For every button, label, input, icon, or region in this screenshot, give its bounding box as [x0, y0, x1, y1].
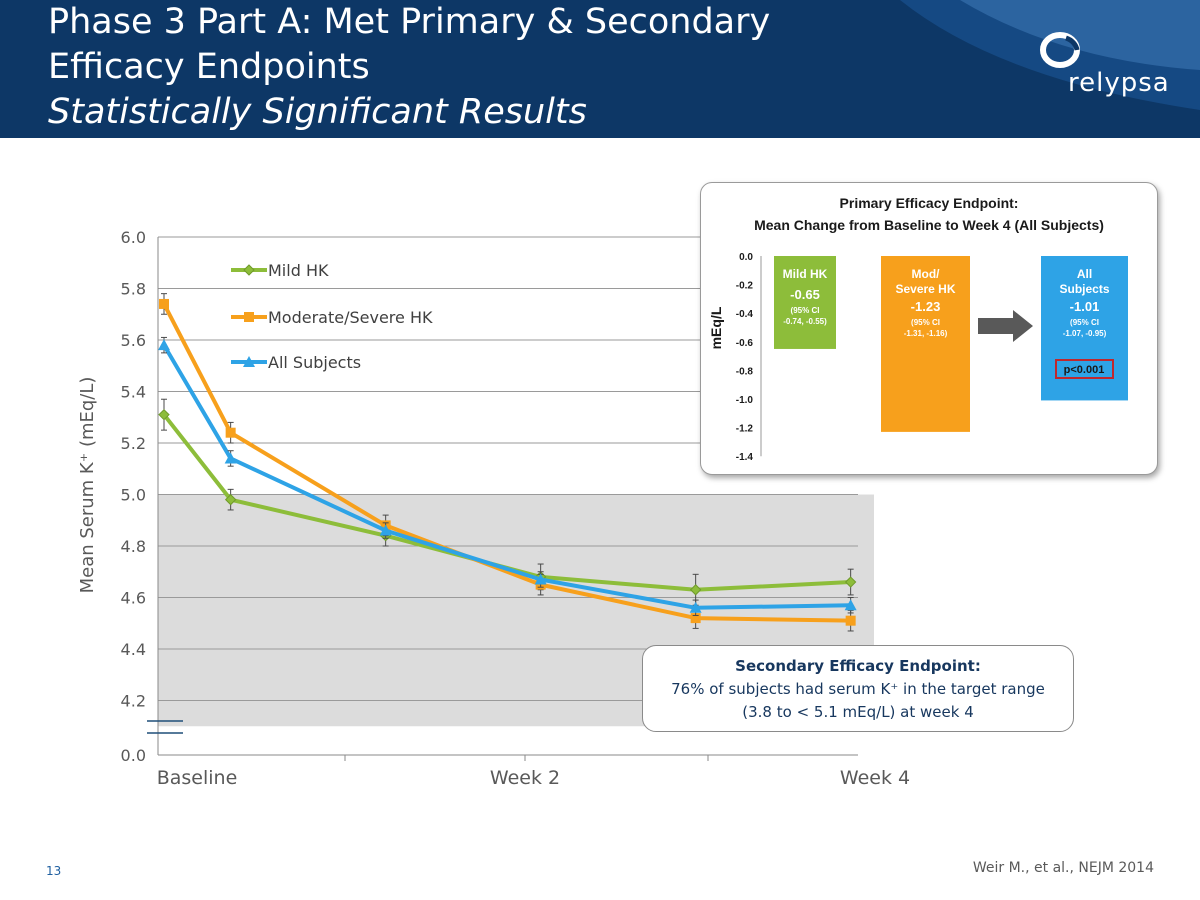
chart-axes [147, 237, 858, 761]
y-tick-label: 5.2 [121, 434, 146, 453]
title-line-3: Statistically Significant Results [48, 92, 587, 132]
p-value: p<0.001 [1064, 364, 1105, 376]
inset-bar-label: (95% CI [911, 318, 940, 327]
slide-header: Phase 3 Part A: Met Primary & Secondary … [0, 0, 1200, 138]
inset-bar-label: All [1077, 267, 1092, 281]
callout-title: Secondary Efficacy Endpoint: [735, 657, 981, 675]
x-tick-label: Week 2 [490, 767, 560, 789]
y-tick-label: 5.8 [121, 280, 146, 299]
relypsa-logo-icon [1040, 32, 1080, 68]
inset-y-ticks: 0.0 -0.2 -0.4 -0.6 -0.8 -1.0 -1.2 -1.4 [736, 252, 762, 463]
data-point [224, 493, 237, 506]
citation: Weir M., et al., NEJM 2014 [972, 860, 1154, 876]
inset-bar-label: -1.01 [1070, 299, 1100, 314]
inset-y-axis-label: mEq/L [708, 306, 724, 349]
inset-y-tick-label: -0.6 [736, 338, 754, 349]
page-number: 13 [46, 864, 62, 878]
legend-marker [243, 356, 255, 367]
primary-endpoint-inset: Primary Efficacy Endpoint: Mean Change f… [700, 182, 1158, 475]
inset-bar-label: -0.74, -0.55) [783, 317, 827, 326]
y-axis-ticks: 0.0 4.2 4.4 4.6 4.8 5.0 5.2 5.4 5.6 5.8 6.0 [121, 228, 146, 765]
inset-bar [881, 256, 970, 432]
inset-y-tick-label: -1.0 [736, 395, 754, 406]
inset-bar-label: (95% CI [1070, 318, 1099, 327]
legend-label: Mild HK [268, 261, 329, 280]
data-point [690, 613, 701, 624]
inset-bar-label: -1.23 [911, 299, 941, 314]
legend-label: Moderate/Severe HK [268, 308, 433, 327]
inset-y-tick-label: -0.8 [736, 366, 754, 377]
x-tick-label: Baseline [157, 767, 238, 789]
data-point [158, 339, 170, 351]
legend-label: All Subjects [268, 353, 361, 372]
data-point [689, 601, 702, 613]
title-line-1: Phase 3 Part A: Met Primary & Secondary [48, 2, 771, 42]
inset-bar-label: -1.07, -0.95) [1063, 329, 1107, 338]
y-tick-label: 5.0 [121, 486, 146, 505]
y-tick-label: 4.4 [121, 640, 146, 659]
y-axis-label: Mean Serum K⁺ (mEq/L) [77, 377, 98, 594]
x-tick-label: Week 4 [840, 767, 910, 789]
data-point [689, 584, 702, 596]
series-layer [158, 293, 857, 632]
data-point [534, 573, 547, 585]
callout-line-2: (3.8 to < 5.1 mEq/L) at week 4 [742, 703, 974, 721]
y-tick-label: 6.0 [121, 228, 146, 247]
title-line-2: Efficacy Endpoints [48, 47, 370, 87]
inset-bar [774, 256, 836, 349]
inset-bar-group: Mod/Severe HK -1.23 (95% CI -1.31, -1.16) [881, 256, 970, 432]
slide-title: Phase 3 Part A: Met Primary & Secondary … [48, 0, 770, 135]
data-point [844, 576, 857, 588]
legend-marker [243, 264, 255, 276]
arrow-icon [978, 310, 1033, 342]
y-tick-label: 0.0 [121, 746, 146, 765]
inset-bar-label: (95% CI [791, 306, 820, 315]
data-point [158, 408, 170, 421]
data-point [159, 298, 169, 309]
y-tick-label: 4.6 [121, 589, 146, 608]
y-tick-label: 4.8 [121, 537, 146, 556]
y-tick-label: 5.4 [121, 383, 146, 402]
p-value-box [1055, 359, 1114, 379]
inset-bar-label: -1.31, -1.16) [904, 329, 948, 338]
logo-text: relypsa [1068, 68, 1170, 98]
chart-legend: Mild HK Moderate/Severe HK All Subjects [231, 261, 433, 372]
inset-y-tick-label: -0.2 [736, 281, 754, 292]
data-point [844, 599, 857, 611]
inset-y-tick-label: -0.4 [736, 309, 754, 320]
series-all-subjects [158, 336, 857, 617]
header-swoosh [900, 0, 1200, 110]
x-axis-ticks: Baseline Week 2 Week 4 [157, 767, 910, 789]
inset-bars: Mild HK -0.65 (95% CI -0.74, -0.55) Mod/Seve… [774, 256, 1128, 432]
inset-bar-label: Severe HK [895, 282, 955, 296]
data-point [845, 615, 856, 626]
legend-marker [244, 312, 254, 322]
inset-bar-label: Subjects [1059, 282, 1109, 296]
data-point [225, 427, 236, 438]
inset-title-line-1: Primary Efficacy Endpoint: [840, 195, 1019, 211]
primary-endpoint-bar-chart: Primary Efficacy Endpoint: Mean Change f… [708, 195, 1128, 463]
inset-y-tick-label: 0.0 [739, 252, 753, 263]
inset-y-tick-label: -1.4 [736, 452, 754, 463]
y-tick-label: 5.6 [121, 331, 146, 350]
secondary-endpoint-callout: Secondary Efficacy Endpoint: 76% of subj… [642, 645, 1074, 732]
data-point [224, 452, 237, 464]
data-point [379, 524, 392, 536]
inset-bar-label: -0.65 [790, 287, 820, 302]
inset-bar-label: Mod/ [912, 267, 941, 281]
inset-y-tick-label: -1.2 [736, 424, 754, 435]
series-line [162, 344, 851, 610]
inset-bar-group: Mild HK -0.65 (95% CI -0.74, -0.55) [774, 256, 836, 349]
y-tick-label: 4.2 [121, 692, 146, 711]
inset-title-line-2: Mean Change from Baseline to Week 4 (All… [754, 217, 1104, 233]
inset-bar-label: Mild HK [783, 267, 828, 281]
callout-line-1: 76% of subjects had serum K⁺ in the targ… [671, 680, 1045, 698]
